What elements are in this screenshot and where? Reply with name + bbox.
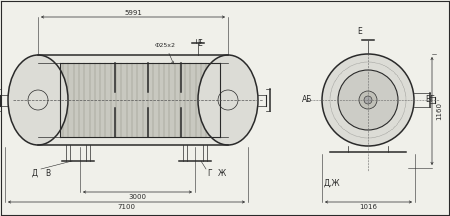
Ellipse shape <box>198 55 258 145</box>
Text: 3000: 3000 <box>129 194 147 200</box>
Text: А: А <box>252 95 257 105</box>
Text: Ф25х2: Ф25х2 <box>155 43 176 64</box>
Text: Б: Б <box>9 95 14 105</box>
Text: Е: Е <box>358 27 362 37</box>
Text: Е: Е <box>198 40 203 49</box>
Text: ВГ: ВГ <box>425 95 435 105</box>
Bar <box>38 55 228 145</box>
Text: 7100: 7100 <box>117 204 135 210</box>
Text: 1016: 1016 <box>360 204 378 210</box>
Text: В: В <box>45 168 50 178</box>
Circle shape <box>364 96 372 104</box>
Text: Г: Г <box>208 168 212 178</box>
Circle shape <box>338 70 398 130</box>
Text: 5991: 5991 <box>124 10 142 16</box>
Text: Д,Ж: Д,Ж <box>324 178 340 187</box>
Text: АБ: АБ <box>302 95 312 105</box>
Text: Ф800: Ф800 <box>45 71 54 89</box>
Circle shape <box>359 91 377 109</box>
Ellipse shape <box>8 55 68 145</box>
Circle shape <box>322 54 414 146</box>
Bar <box>60 63 220 137</box>
Text: Ж: Ж <box>218 168 226 178</box>
Text: 1160: 1160 <box>436 102 442 120</box>
Text: Д: Д <box>32 168 38 178</box>
